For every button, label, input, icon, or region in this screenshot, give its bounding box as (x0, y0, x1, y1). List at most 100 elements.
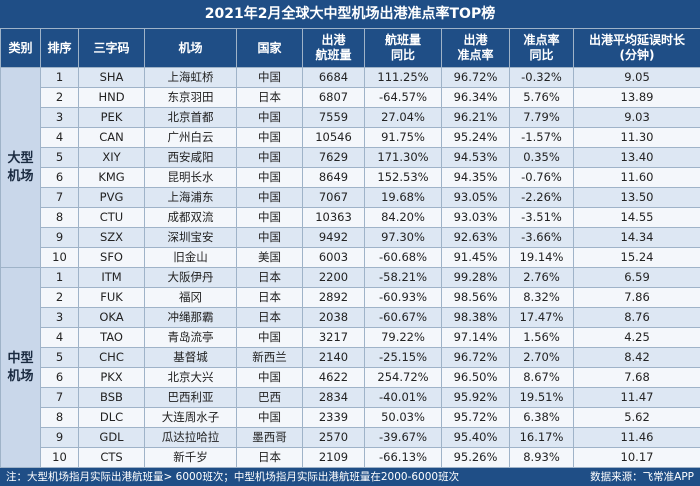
cell-flights: 2834 (303, 388, 365, 408)
header-ontime-yoy-line1: 准点率 (523, 33, 559, 47)
cell-ontime-yoy: 2.70% (510, 348, 574, 368)
cell-country: 美国 (237, 248, 303, 268)
cell-yoy: 19.68% (365, 188, 442, 208)
header-code: 三字码 (79, 29, 145, 68)
cell-code: XIY (79, 148, 145, 168)
header-ontime-line2: 准点率 (457, 48, 493, 62)
cell-yoy: -60.68% (365, 248, 442, 268)
cell-delay: 4.25 (574, 328, 700, 348)
cell-airport: 广州白云 (145, 128, 237, 148)
cell-flights: 4622 (303, 368, 365, 388)
header-departures-line2: 航班量 (315, 48, 351, 62)
header-airport: 机场 (145, 29, 237, 68)
cell-delay: 8.76 (574, 308, 700, 328)
cell-ontime: 95.26% (442, 448, 510, 468)
cell-ontime-yoy: 19.14% (510, 248, 574, 268)
cell-rank: 8 (41, 408, 79, 428)
cell-ontime: 98.38% (442, 308, 510, 328)
cell-country: 日本 (237, 308, 303, 328)
cell-flights: 2892 (303, 288, 365, 308)
cell-ontime: 93.05% (442, 188, 510, 208)
cell-airport: 青岛流亭 (145, 328, 237, 348)
cell-delay: 11.47 (574, 388, 700, 408)
cell-rank: 9 (41, 428, 79, 448)
header-ontime-yoy-line2: 同比 (529, 48, 553, 62)
cell-yoy: 254.72% (365, 368, 442, 388)
cell-yoy: 97.30% (365, 228, 442, 248)
cell-country: 中国 (237, 108, 303, 128)
cell-rank: 3 (41, 108, 79, 128)
cell-airport: 新千岁 (145, 448, 237, 468)
cell-code: KMG (79, 168, 145, 188)
cell-airport: 北京大兴 (145, 368, 237, 388)
cell-rank: 10 (41, 248, 79, 268)
header-delay-line2: (分钟) (620, 48, 655, 62)
header-departures-line1: 出港 (321, 33, 345, 47)
cell-flights: 6684 (303, 68, 365, 88)
cell-yoy: 84.20% (365, 208, 442, 228)
cell-flights: 9492 (303, 228, 365, 248)
cell-yoy: 79.22% (365, 328, 442, 348)
cell-delay: 9.03 (574, 108, 700, 128)
cell-country: 墨西哥 (237, 428, 303, 448)
cell-code: SHA (79, 68, 145, 88)
cell-country: 中国 (237, 168, 303, 188)
cell-delay: 5.62 (574, 408, 700, 428)
cell-rank: 9 (41, 228, 79, 248)
cell-delay: 14.34 (574, 228, 700, 248)
cell-airport: 上海虹桥 (145, 68, 237, 88)
cell-flights: 7067 (303, 188, 365, 208)
cell-ontime-yoy: 7.79% (510, 108, 574, 128)
cell-code: FUK (79, 288, 145, 308)
cell-ontime: 96.21% (442, 108, 510, 128)
footer-source: 数据来源：飞常准APP (590, 468, 694, 486)
header-country: 国家 (237, 29, 303, 68)
cell-rank: 6 (41, 168, 79, 188)
cell-delay: 14.55 (574, 208, 700, 228)
cell-delay: 10.17 (574, 448, 700, 468)
cell-ontime-yoy: 17.47% (510, 308, 574, 328)
cell-ontime-yoy: 8.67% (510, 368, 574, 388)
cell-country: 中国 (237, 408, 303, 428)
cell-delay: 13.50 (574, 188, 700, 208)
cell-code: SFO (79, 248, 145, 268)
header-ontime: 出港准点率 (442, 29, 510, 68)
ranking-page: 2021年2月全球大中型机场出港准点率TOP榜 类别 排序 三字码 机场 国家 … (0, 0, 700, 455)
cell-code: PKX (79, 368, 145, 388)
cell-airport: 大阪伊丹 (145, 268, 237, 288)
cell-country: 日本 (237, 268, 303, 288)
cell-ontime: 93.03% (442, 208, 510, 228)
cell-airport: 大连周水子 (145, 408, 237, 428)
cell-airport: 基督城 (145, 348, 237, 368)
cell-rank: 4 (41, 328, 79, 348)
cell-country: 日本 (237, 288, 303, 308)
cell-country: 日本 (237, 448, 303, 468)
cell-airport: 西安咸阳 (145, 148, 237, 168)
cell-code: PVG (79, 188, 145, 208)
category-cell: 中型 机场 (1, 268, 41, 468)
cell-yoy: 152.53% (365, 168, 442, 188)
cell-ontime-yoy: -3.66% (510, 228, 574, 248)
cell-airport: 东京羽田 (145, 88, 237, 108)
cell-flights: 8649 (303, 168, 365, 188)
cell-delay: 13.89 (574, 88, 700, 108)
cell-code: TAO (79, 328, 145, 348)
page-title: 2021年2月全球大中型机场出港准点率TOP榜 (0, 0, 700, 28)
cell-airport: 福冈 (145, 288, 237, 308)
cell-ontime: 95.72% (442, 408, 510, 428)
cell-airport: 瓜达拉哈拉 (145, 428, 237, 448)
cell-rank: 2 (41, 288, 79, 308)
cell-delay: 9.05 (574, 68, 700, 88)
cell-country: 中国 (237, 68, 303, 88)
cell-rank: 5 (41, 148, 79, 168)
